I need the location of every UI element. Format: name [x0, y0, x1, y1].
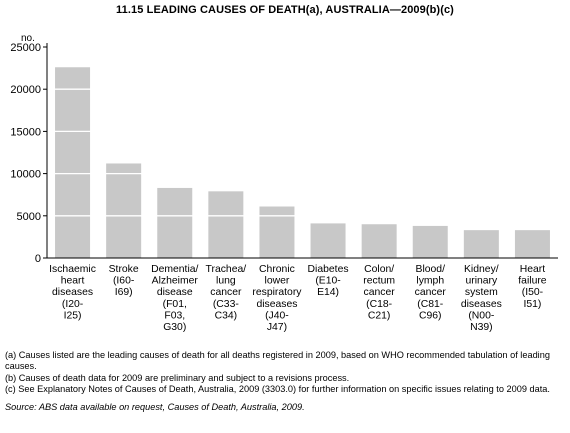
x-category-label-line: (I60- — [113, 276, 134, 287]
x-category-label-line: Stroke — [109, 264, 139, 275]
bar — [208, 191, 244, 258]
x-category-label-line: (C18- — [366, 299, 392, 310]
x-category-label-line: (I20- — [62, 299, 83, 310]
x-category-label-line: urinary — [465, 276, 498, 287]
x-category-label-line: (C81- — [417, 299, 443, 310]
x-category-label-line: Trachea/ — [206, 264, 247, 275]
x-category-label-line: N39) — [470, 322, 493, 333]
x-category-label: Stroke (I60-I69) — [109, 264, 139, 298]
x-category-label: Diabetes (E10-E14) — [308, 264, 349, 298]
y-tick-label: 5000 — [17, 211, 41, 223]
bar — [106, 163, 142, 258]
x-category-label-line: E14) — [317, 287, 339, 298]
x-category-label: Dementia/Alzheimer disease (F01, F03, G30) — [151, 264, 198, 333]
x-category-label: Kidney/urinary system diseases (N00-N39) — [461, 264, 502, 333]
x-category-label-line: diseases — [52, 287, 93, 298]
x-category-label-line: Ischaemic — [49, 264, 96, 275]
chart-title: 11.15 LEADING CAUSES OF DEATH(a), AUSTRA… — [116, 4, 454, 16]
x-category-label-line: (E10- — [315, 276, 340, 287]
x-category-label-line: disease — [157, 287, 193, 298]
x-category-label: Trachea/lung cancer (C33-C34) — [206, 264, 247, 321]
x-category-label-line: respiratory — [252, 287, 302, 298]
x-category-label-line: rectum — [363, 276, 395, 287]
x-category-label: Chronic lower respiratory diseases (J40-J47) — [252, 264, 302, 333]
footnotes: (a) Causes listed are the leading causes… — [5, 350, 565, 413]
x-category-label-line: lower — [265, 276, 290, 287]
x-category-label-line: cancer — [415, 287, 447, 298]
x-category-label-line: Colon/ — [364, 264, 394, 275]
x-category-label-line: Dementia/ — [151, 264, 198, 275]
bar-chart: no. 0 5000 10000 15000 20000 25000 Ischaemic hea… — [10, 33, 558, 333]
y-tick-label: 20000 — [10, 84, 41, 96]
x-category-label-line: Alzheimer — [152, 276, 199, 287]
y-tick-label: 10000 — [10, 169, 41, 181]
x-category-label-line: I51) — [523, 299, 541, 310]
x-category-label-line: G30) — [163, 322, 186, 333]
bar — [412, 225, 448, 258]
x-category-label-line: Blood/ — [416, 264, 446, 275]
x-category-label-line: system — [465, 287, 498, 298]
y-axis-unit-label: no. — [21, 33, 35, 44]
x-category-label: Blood/lymph cancer (C81-C96) — [415, 264, 447, 321]
x-category-label-line: I69) — [115, 287, 133, 298]
x-category-label-line: C96) — [419, 310, 442, 321]
bar — [55, 67, 91, 258]
x-category-label-line: diseases — [461, 299, 502, 310]
bar — [157, 187, 193, 258]
bar — [259, 206, 295, 258]
x-category-label: Colon/rectum cancer (C18-C21) — [363, 264, 395, 321]
x-category-label-line: lymph — [416, 276, 444, 287]
y-tick-label: 15000 — [10, 126, 41, 138]
x-category-label-line: J47) — [267, 322, 287, 333]
x-category-label-line: (J40- — [265, 310, 289, 321]
x-category-label-line: (I50- — [522, 287, 543, 298]
x-category-label-line: (N00- — [468, 310, 494, 321]
x-category-label-line: cancer — [210, 287, 242, 298]
x-category-label-line: diseases — [256, 299, 297, 310]
y-tick-label: 0 — [35, 253, 41, 265]
bar — [463, 230, 499, 258]
source-note: Source: ABS data available on request, C… — [5, 401, 305, 412]
footnote-b: (b) Causes of death data for 2009 are pr… — [5, 372, 350, 383]
x-category-label: Ischaemic heart diseases (I20-I25) — [49, 264, 96, 321]
x-category-label-line: failure — [518, 276, 547, 287]
x-category-label-line: (C33- — [213, 299, 239, 310]
bar — [310, 223, 346, 258]
x-category-label-line: F03, — [164, 310, 185, 321]
x-category-label-line: (F01, — [163, 299, 187, 310]
x-category-label-line: I25) — [64, 310, 82, 321]
y-tick-label: 25000 — [10, 42, 41, 54]
x-category-label-line: heart — [61, 276, 85, 287]
x-category-label-line: Kidney/ — [464, 264, 499, 275]
x-category-label-line: lung — [216, 276, 236, 287]
x-category-label-line: cancer — [364, 287, 396, 298]
x-category-label-line: Diabetes — [308, 264, 349, 275]
x-category-label-line: Heart — [520, 264, 546, 275]
x-category-label-line: C34) — [215, 310, 238, 321]
x-category-label-line: C21) — [368, 310, 391, 321]
footnote-a: (a) Causes listed are the leading causes… — [5, 350, 550, 372]
x-category-label-line: Chronic — [259, 264, 295, 275]
footnote-c: (c) See Explanatory Notes of Causes of D… — [5, 384, 550, 395]
bar — [361, 224, 397, 258]
bar — [514, 230, 550, 258]
x-category-label: Heart failure (I50-I51) — [518, 264, 547, 310]
